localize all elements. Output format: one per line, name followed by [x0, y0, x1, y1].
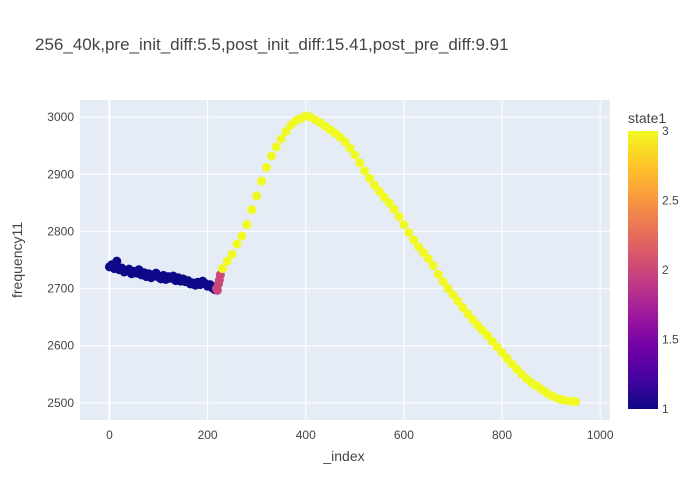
data-point: [404, 228, 414, 238]
data-point: [222, 256, 232, 266]
data-point: [423, 254, 433, 264]
data-point: [340, 137, 350, 147]
data-point: [257, 176, 267, 186]
colorbar-title: state1: [628, 110, 666, 126]
y-tick-label: 3000: [47, 110, 74, 124]
data-point: [443, 284, 453, 294]
data-point: [227, 249, 237, 259]
x-axis-title: _index: [322, 448, 364, 464]
y-axis-title: frequency11: [9, 222, 25, 298]
data-point: [365, 173, 375, 183]
data-point: [360, 166, 370, 176]
colorbar: [628, 131, 658, 409]
y-axis-ticks: 2500 2600 2700 2800 2900 3000: [47, 110, 74, 410]
y-tick-label: 2700: [47, 282, 74, 296]
data-point: [399, 220, 409, 230]
data-point: [261, 162, 271, 172]
data-point: [438, 277, 448, 287]
colorbar-tick-label: 2: [662, 263, 669, 277]
x-tick-label: 0: [106, 428, 113, 442]
y-tick-label: 2900: [47, 167, 74, 181]
data-point: [458, 302, 468, 312]
data-point: [247, 205, 257, 215]
x-tick-label: 1000: [587, 428, 614, 442]
colorbar-tick-label: 3: [662, 124, 669, 138]
chart-title: 256_40k,pre_init_diff:5.5,post_init_diff…: [35, 35, 509, 54]
colorbar-tick-label: 1.5: [662, 333, 679, 347]
data-point: [232, 239, 242, 249]
data-point: [350, 150, 360, 160]
data-point: [453, 296, 463, 306]
x-tick-label: 800: [492, 428, 512, 442]
y-tick-label: 2600: [47, 339, 74, 353]
data-points: [104, 111, 581, 407]
data-point: [433, 269, 443, 279]
x-tick-label: 200: [198, 428, 218, 442]
x-tick-label: 600: [394, 428, 414, 442]
data-point: [394, 212, 404, 222]
data-point: [355, 158, 365, 168]
grid: [80, 100, 610, 420]
data-point: [448, 290, 458, 300]
data-point: [252, 191, 262, 201]
data-point: [389, 204, 399, 214]
data-point: [281, 126, 291, 136]
data-point: [112, 256, 122, 266]
colorbar-tick-label: 1: [662, 402, 669, 416]
plot-area: [80, 100, 610, 420]
data-point: [571, 397, 581, 407]
x-axis-ticks: 0 200 400 600 800 1000: [106, 428, 614, 442]
colorbar-tick-label: 2.5: [662, 194, 679, 208]
y-tick-label: 2800: [47, 224, 74, 238]
data-point: [266, 151, 276, 161]
data-point: [419, 248, 429, 258]
data-point: [242, 220, 252, 230]
data-point: [217, 264, 227, 274]
y-tick-label: 2500: [47, 396, 74, 410]
data-point: [276, 134, 286, 144]
data-point: [237, 231, 247, 241]
data-point: [384, 198, 394, 208]
data-point: [409, 235, 419, 245]
x-tick-label: 400: [296, 428, 316, 442]
data-point: [345, 143, 355, 153]
data-point: [271, 142, 281, 152]
data-point: [428, 261, 438, 271]
data-point: [369, 180, 379, 190]
colorbar-ticks: 1 1.5 2 2.5 3: [662, 124, 679, 416]
